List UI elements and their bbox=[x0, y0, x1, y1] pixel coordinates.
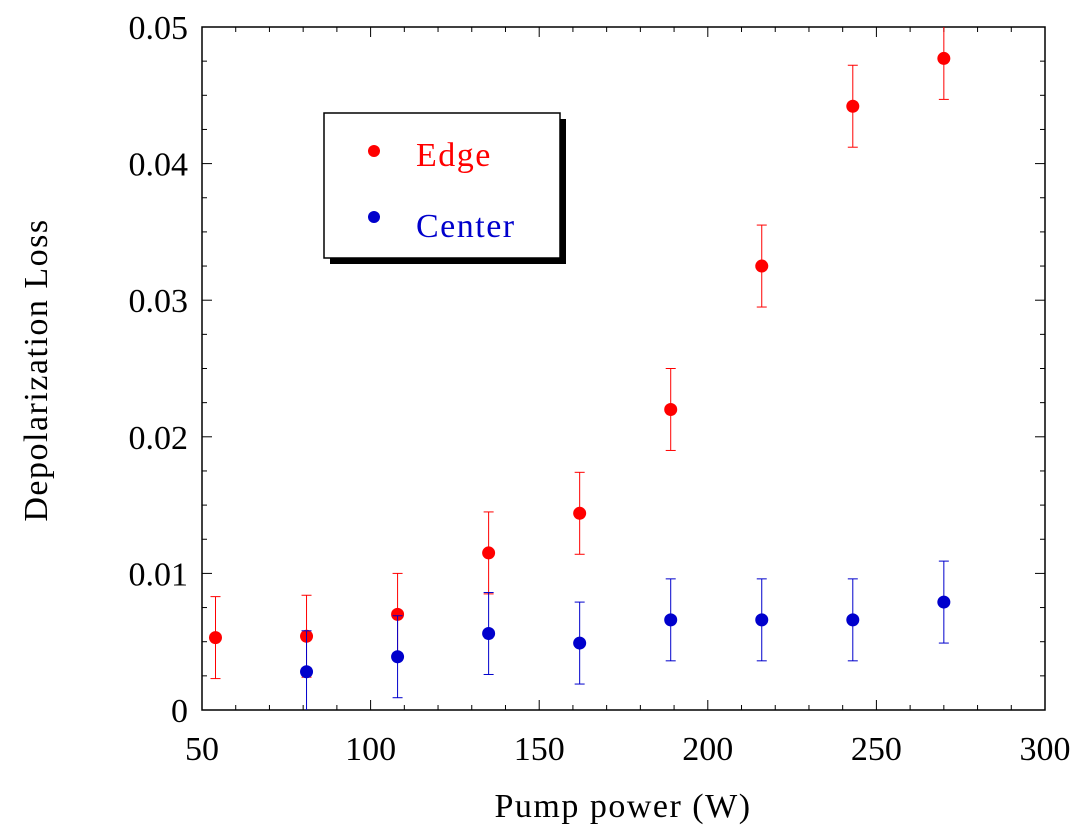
legend: Edge Center bbox=[323, 112, 566, 264]
axis-tick-labels: 50 100 150 200 250 300 0 0.01 0.02 0.03 0.04 0.05 bbox=[129, 10, 1071, 768]
data-point-center bbox=[573, 636, 587, 650]
y-tick-label: 0 bbox=[171, 693, 188, 730]
x-tick-label: 50 bbox=[185, 731, 219, 768]
data-point-center bbox=[391, 650, 405, 664]
x-tick-label: 200 bbox=[682, 731, 733, 768]
data-point-edge bbox=[482, 546, 496, 560]
data-point-edge bbox=[573, 506, 587, 520]
series-center bbox=[300, 560, 951, 710]
y-tick-label: 0.01 bbox=[129, 556, 189, 593]
series-edge bbox=[208, 27, 951, 680]
data-point-center bbox=[664, 613, 678, 627]
y-tick-label: 0.05 bbox=[129, 10, 189, 47]
data-point-center bbox=[755, 613, 769, 627]
data-point-edge bbox=[755, 259, 769, 273]
series-layer bbox=[208, 27, 951, 710]
y-tick-label: 0.02 bbox=[129, 420, 189, 457]
data-point-edge bbox=[937, 51, 951, 65]
legend-marker-center bbox=[368, 211, 380, 223]
data-point-center bbox=[300, 665, 314, 679]
data-point-center bbox=[846, 613, 860, 627]
x-tick-label: 250 bbox=[851, 731, 902, 768]
x-axis-title: Pump power (W) bbox=[494, 788, 751, 825]
y-axis-title: Depolarization Loss bbox=[18, 218, 55, 521]
legend-label-edge: Edge bbox=[416, 137, 492, 174]
data-point-center bbox=[937, 595, 951, 609]
y-tick-label: 0.03 bbox=[129, 283, 189, 320]
x-tick-label: 100 bbox=[345, 731, 396, 768]
data-point-edge bbox=[391, 607, 405, 621]
legend-label-center: Center bbox=[416, 208, 516, 245]
data-point-edge bbox=[208, 631, 222, 645]
data-point-center bbox=[482, 627, 496, 641]
legend-marker-edge bbox=[368, 145, 380, 157]
x-tick-label: 150 bbox=[514, 731, 565, 768]
legend-box bbox=[323, 112, 561, 259]
axis-ticks bbox=[201, 26, 1046, 711]
data-point-edge bbox=[664, 402, 678, 416]
y-tick-label: 0.04 bbox=[129, 147, 189, 184]
data-point-edge bbox=[846, 99, 860, 113]
x-tick-label: 300 bbox=[1020, 731, 1071, 768]
